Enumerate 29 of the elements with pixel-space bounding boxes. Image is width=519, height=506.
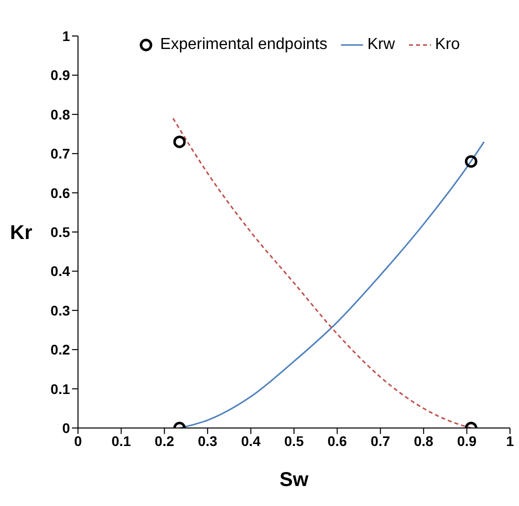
x-tick-label: 0.1 [111,432,132,449]
y-axis-title: Kr [10,222,32,244]
legend-label: Kro [434,36,460,54]
x-tick-label: 0 [74,432,82,449]
y-tick-label: 0 [62,420,70,436]
x-tick-label: 0.2 [154,432,174,449]
y-tick-label: 0.5 [50,224,70,240]
x-tick-label: 0.6 [327,432,348,449]
y-tick-label: 0.3 [50,302,70,318]
x-tick-label: 0.7 [370,432,390,449]
y-tick-label: 0.2 [50,342,70,358]
y-tick-label: 0.6 [50,184,70,201]
x-tick-label: 0.5 [284,432,304,449]
x-tick-label: 0.8 [414,432,434,449]
legend-label: Krw [367,36,395,54]
x-axis-title: Sw [280,469,309,491]
legend-label: Experimental endpoints [160,36,328,54]
x-tick-label: 0.4 [241,432,261,449]
x-tick-label: 0.9 [457,432,477,449]
x-tick-label: 1 [506,432,514,449]
x-tick-label: 0.3 [198,432,218,449]
y-tick-label: 1 [62,28,70,44]
y-tick-label: 0.1 [50,380,70,397]
y-tick-label: 0.8 [50,106,70,122]
point [173,136,186,148]
point [464,155,478,168]
y-tick-label: 0.4 [50,263,70,280]
y-tick-label: 0.9 [50,67,70,84]
y-tick-label: 0.7 [50,146,70,162]
